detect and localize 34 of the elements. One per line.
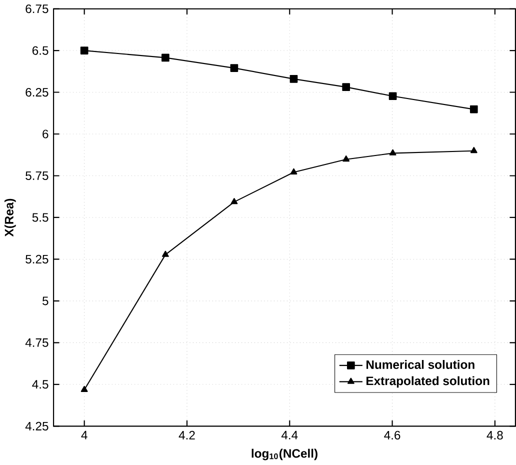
x-tick-label: 4.4: [281, 431, 298, 440]
point: [388, 92, 397, 100]
y-tick-label: 6.5: [32, 46, 48, 55]
y-tick-label: 6.75: [26, 4, 48, 14]
y-tick-label: 5.25: [26, 255, 48, 264]
point: [389, 149, 396, 156]
y-tick-label: 6.25: [26, 88, 48, 97]
y-tick-label: 4.5: [32, 380, 48, 389]
y-tick-label: 5: [42, 296, 48, 306]
point: [80, 46, 88, 55]
legend-label: Extrapolated solution: [366, 376, 490, 388]
point: [162, 250, 169, 258]
point: [290, 75, 298, 83]
point: [230, 64, 238, 72]
point: [230, 198, 238, 204]
y-tick-label: 4.75: [25, 338, 48, 348]
point: [342, 156, 350, 162]
point: [80, 386, 88, 392]
y-tick-label: 5.5: [32, 213, 48, 222]
y-tick-label: 6: [42, 130, 48, 138]
y-axis-title: X(Rea): [4, 198, 16, 237]
y-tick-label: 4.25: [25, 422, 48, 431]
y-tick-label: 5.75: [26, 172, 48, 180]
x-tick-label: 4.2: [178, 431, 195, 440]
legend-label: Numerical solution: [366, 360, 474, 370]
point: [470, 106, 478, 114]
x-axis-title: log$_{10}$(NCell): [252, 448, 318, 460]
x-tick-label: 4.6: [384, 431, 400, 440]
x-tick-label: 4: [81, 431, 88, 440]
point: [162, 54, 170, 62]
x-tick-label: 4.8: [486, 431, 503, 440]
point: [290, 168, 298, 175]
point: [342, 83, 350, 92]
point: [470, 147, 478, 154]
